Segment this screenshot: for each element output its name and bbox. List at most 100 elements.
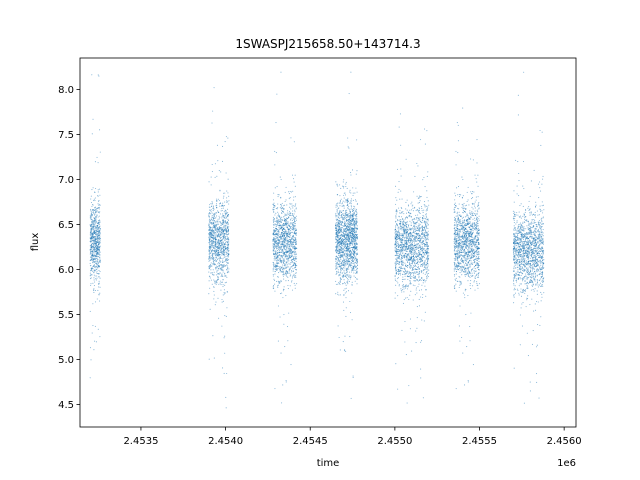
data-point xyxy=(340,210,341,211)
data-point xyxy=(357,253,358,254)
data-point xyxy=(340,244,341,245)
data-point xyxy=(352,261,353,262)
data-point xyxy=(352,232,353,233)
data-point xyxy=(210,273,211,274)
data-point xyxy=(273,285,274,286)
data-point xyxy=(354,224,355,225)
data-point xyxy=(218,268,219,269)
data-point xyxy=(291,250,292,251)
data-point xyxy=(354,209,355,210)
data-point xyxy=(349,272,350,273)
data-point xyxy=(91,216,92,217)
data-point xyxy=(351,205,352,206)
data-point xyxy=(414,241,415,242)
data-point xyxy=(278,216,279,217)
data-point xyxy=(216,271,217,272)
data-point xyxy=(340,217,341,218)
data-point xyxy=(402,199,403,200)
data-point xyxy=(273,286,274,287)
data-point xyxy=(214,358,215,359)
data-point xyxy=(290,255,291,256)
data-point xyxy=(220,225,221,226)
data-point xyxy=(339,184,340,185)
data-point xyxy=(278,215,279,216)
data-point xyxy=(273,233,274,234)
data-point xyxy=(356,260,357,261)
data-point xyxy=(218,262,219,263)
data-point xyxy=(95,223,96,224)
data-point xyxy=(409,235,410,236)
data-point xyxy=(335,236,336,237)
data-point xyxy=(294,221,295,222)
data-point xyxy=(401,291,402,292)
data-point xyxy=(428,252,429,253)
data-point xyxy=(222,275,223,276)
data-point xyxy=(290,137,291,138)
data-point xyxy=(397,389,398,390)
data-point xyxy=(354,229,355,230)
data-point xyxy=(223,253,224,254)
data-point xyxy=(91,236,92,237)
data-point xyxy=(223,267,224,268)
data-point xyxy=(292,224,293,225)
data-point xyxy=(93,288,94,289)
data-point xyxy=(336,284,337,285)
data-point xyxy=(286,232,287,233)
data-point xyxy=(97,290,98,291)
data-point xyxy=(209,242,210,243)
data-point xyxy=(273,270,274,271)
data-point xyxy=(288,288,289,289)
data-point xyxy=(405,202,406,203)
data-point xyxy=(341,263,342,264)
data-point xyxy=(397,295,398,296)
data-point xyxy=(288,260,289,261)
data-point xyxy=(215,212,216,213)
data-point xyxy=(295,196,296,197)
data-point xyxy=(421,208,422,209)
data-point xyxy=(223,219,224,220)
data-point xyxy=(273,217,274,218)
data-point xyxy=(228,251,229,252)
data-point xyxy=(345,241,346,242)
data-point xyxy=(339,266,340,267)
data-point xyxy=(274,214,275,215)
data-point xyxy=(418,277,419,278)
data-point xyxy=(337,294,338,295)
data-point xyxy=(337,266,338,267)
data-point xyxy=(285,245,286,246)
data-point xyxy=(295,275,296,276)
data-point xyxy=(295,251,296,252)
data-point xyxy=(214,238,215,239)
data-point xyxy=(94,285,95,286)
data-point xyxy=(220,250,221,251)
data-point xyxy=(279,267,280,268)
data-point xyxy=(277,231,278,232)
data-point xyxy=(209,213,210,214)
data-point xyxy=(227,265,228,266)
data-point xyxy=(226,260,227,261)
data-point xyxy=(413,285,414,286)
data-point xyxy=(98,246,99,247)
data-point xyxy=(279,236,280,237)
data-point xyxy=(99,241,100,242)
data-point xyxy=(350,254,351,255)
data-point xyxy=(228,271,229,272)
data-point xyxy=(295,186,296,187)
data-point xyxy=(227,244,228,245)
data-point xyxy=(274,234,275,235)
data-point xyxy=(350,257,351,258)
data-point xyxy=(294,229,295,230)
data-point xyxy=(288,230,289,231)
data-point xyxy=(336,252,337,253)
data-point xyxy=(284,248,285,249)
data-point xyxy=(97,267,98,268)
data-point xyxy=(343,275,344,276)
data-point xyxy=(337,229,338,230)
data-point xyxy=(344,234,345,235)
data-point xyxy=(282,265,283,266)
data-point xyxy=(336,271,337,272)
data-point xyxy=(412,242,413,243)
data-point xyxy=(99,246,100,247)
data-point xyxy=(94,341,95,342)
data-point xyxy=(283,289,284,290)
